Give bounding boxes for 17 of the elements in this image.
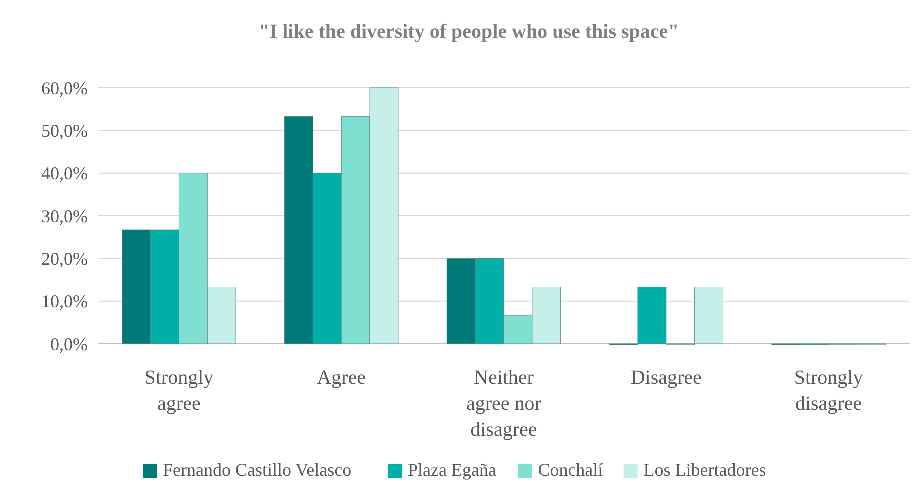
x-tick-label: Strongly disagree	[794, 367, 864, 415]
legend-label: Fernando Castillo Velasco	[163, 460, 352, 480]
y-tick-label: 20,0%	[42, 248, 88, 269]
y-tick-label: 30,0%	[42, 206, 88, 226]
legend-label: Los Libertadores	[644, 460, 766, 480]
x-tick-label: Agree	[317, 367, 366, 389]
chart-title: "I like the diversity of people who use this space"	[258, 21, 680, 43]
y-tick-label: 50,0%	[42, 120, 88, 141]
x-tick-label: Neither agree nor disagree	[466, 367, 542, 441]
y-tick-label: 0,0%	[50, 334, 88, 354]
x-tick-label: Disagree	[630, 367, 702, 389]
y-tick-label: 40,0%	[42, 164, 88, 184]
legend-label: Plaza Egaña	[408, 460, 496, 480]
legend-label: Conchalí	[538, 460, 604, 480]
x-tick-label: Strongly agree	[144, 367, 214, 415]
y-tick-label: 60,0%	[42, 78, 88, 98]
y-tick-label: 10,0%	[42, 292, 88, 312]
